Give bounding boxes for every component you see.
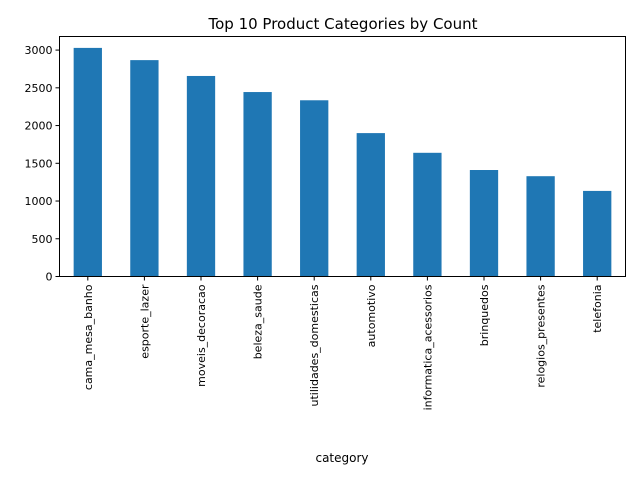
bar-brinquedos	[469, 170, 499, 277]
x-tick-label: beleza_saude	[252, 284, 265, 359]
chart-title: Top 10 Product Categories by Count	[208, 15, 478, 33]
x-tick-label: telefonia	[591, 285, 604, 333]
bar-automotivo	[356, 133, 385, 277]
x-tick-label: relogios_presentes	[535, 284, 548, 387]
bar-relogios-presentes	[526, 176, 555, 277]
y-tick-label: 1000	[25, 195, 53, 208]
x-axis: cama_mesa_banho esporte_lazer moveis_decor…	[82, 276, 604, 410]
bar-cama-mesa-banho	[73, 47, 102, 277]
x-tick-label: informatica_acessorios	[421, 284, 434, 410]
y-tick-label: 0	[46, 271, 53, 284]
bar-telefonia	[583, 190, 612, 277]
bar-esporte-lazer	[130, 60, 159, 277]
y-axis: 0 500 1000 1500 2000 2500 3000	[25, 44, 60, 284]
x-axis-label: category	[315, 451, 368, 465]
bar-beleza-saude	[243, 92, 272, 277]
bar-informatica-acessorios	[413, 152, 442, 277]
x-tick-label: moveis_decoracao	[195, 284, 208, 387]
y-tick-label: 2000	[25, 120, 53, 133]
x-tick-label: utilidades_domesticas	[308, 284, 321, 406]
bar-utilidades-domesticas	[300, 100, 329, 277]
y-tick-label: 500	[32, 233, 53, 246]
x-tick-label: cama_mesa_banho	[82, 284, 95, 390]
x-tick-label: brinquedos	[478, 284, 491, 346]
y-tick-label: 3000	[25, 44, 53, 57]
x-tick-label: automotivo	[365, 284, 378, 347]
bar-moveis-decoracao	[186, 75, 216, 277]
bars-group	[73, 47, 612, 277]
y-tick-label: 1500	[25, 157, 53, 170]
y-tick-label: 2500	[25, 82, 53, 95]
x-tick-label: esporte_lazer	[138, 284, 151, 359]
plot-frame	[59, 36, 626, 277]
